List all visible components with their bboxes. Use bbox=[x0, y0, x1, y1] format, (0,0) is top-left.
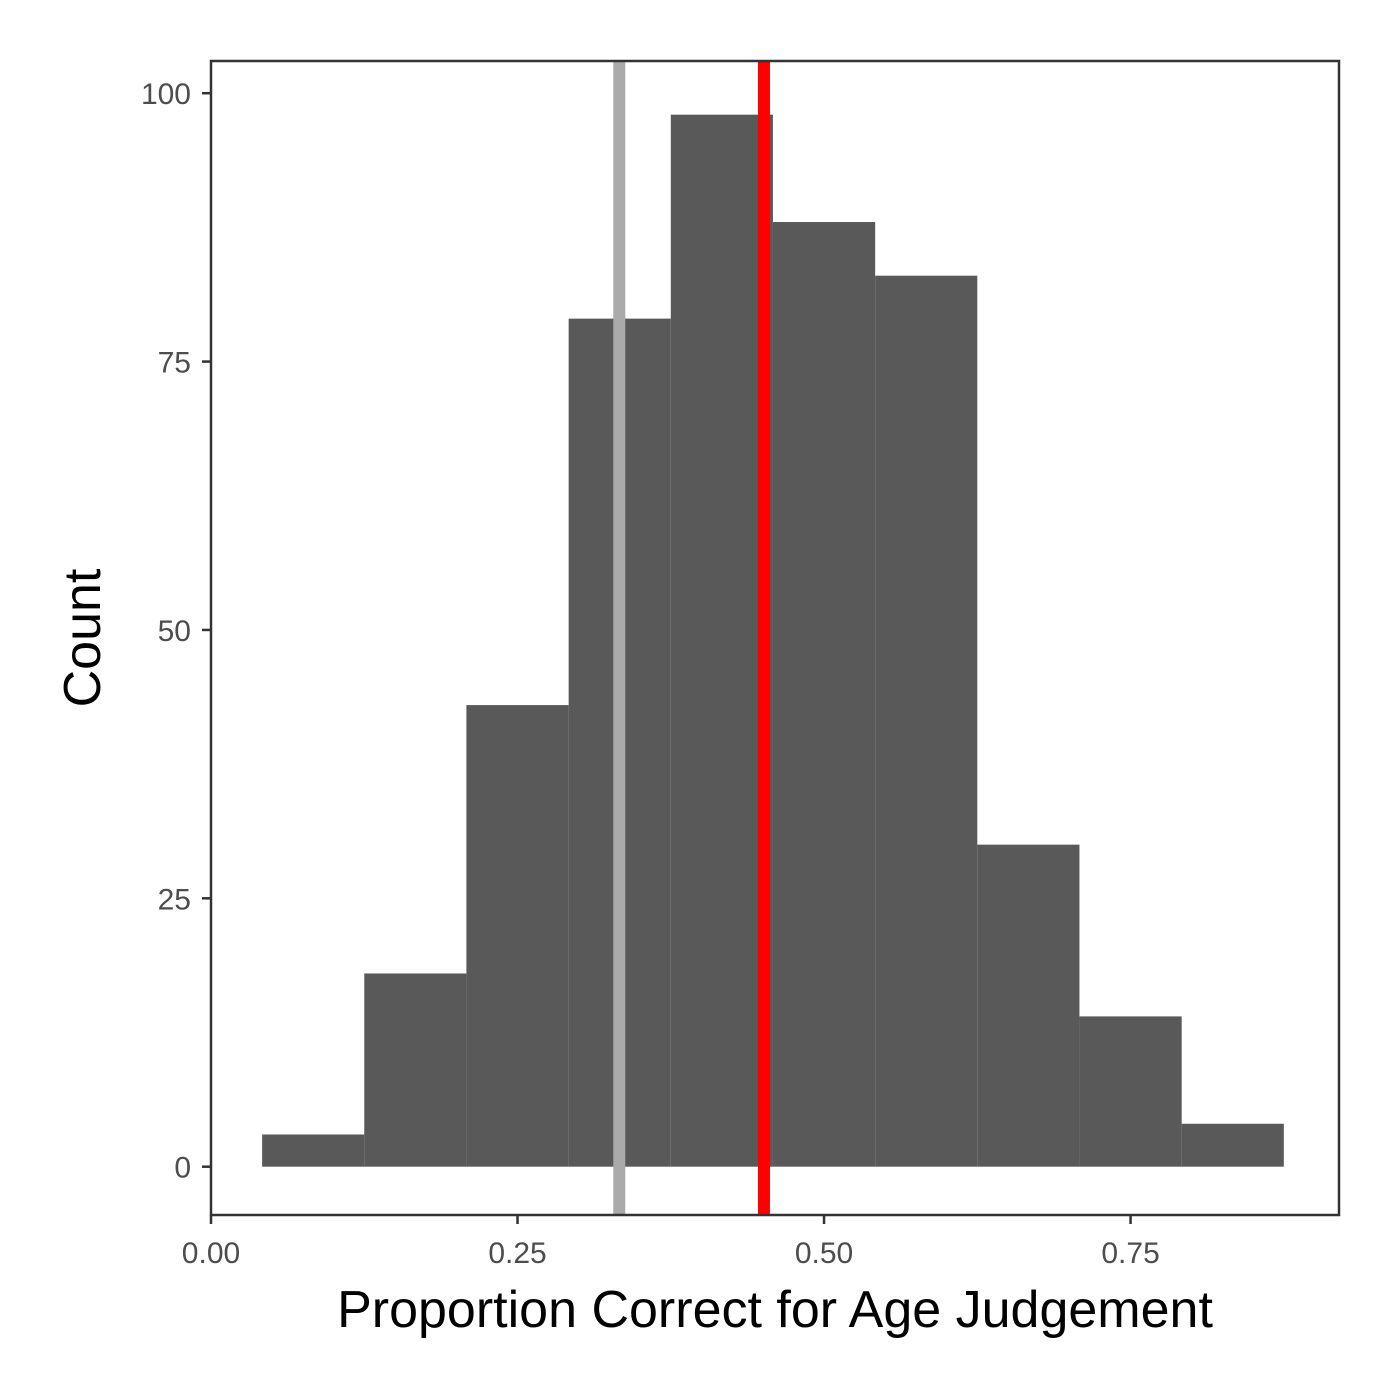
histogram-bar-8 bbox=[977, 844, 1080, 1167]
histogram-bar-5 bbox=[670, 114, 773, 1167]
x-tick-label-3: 0.50 bbox=[795, 1237, 853, 1270]
x-tick-label-2: 0.25 bbox=[488, 1237, 546, 1270]
histogram-bar-2 bbox=[364, 973, 467, 1167]
y-tick-label-1: 0 bbox=[174, 1152, 191, 1185]
x-tick-label-1: 0.00 bbox=[182, 1237, 240, 1270]
histogram-bar-6 bbox=[772, 222, 876, 1167]
y-tick-label-4: 75 bbox=[158, 347, 191, 380]
histogram-bar-1 bbox=[262, 1134, 365, 1167]
reference-lines-layer bbox=[613, 61, 770, 1215]
x-tick-label-4: 0.75 bbox=[1101, 1237, 1159, 1270]
y-axis-title: Count bbox=[54, 568, 112, 707]
panel-border bbox=[209, 59, 1341, 1217]
y-tick-label-5: 100 bbox=[141, 78, 191, 111]
histogram-bar-3 bbox=[466, 705, 569, 1167]
x-axis-title: Proportion Correct for Age Judgement bbox=[337, 1281, 1213, 1339]
y-tick-label-2: 25 bbox=[158, 883, 191, 916]
y-tick-label-3: 50 bbox=[158, 615, 191, 648]
histogram-bar-7 bbox=[875, 275, 978, 1167]
histogram-bar-9 bbox=[1079, 1016, 1182, 1167]
histogram-bar-10 bbox=[1181, 1123, 1284, 1167]
y-axis: 0 25 50 75 100 bbox=[141, 78, 211, 1185]
x-axis: 0.00 0.25 0.50 0.75 bbox=[182, 1215, 1160, 1270]
